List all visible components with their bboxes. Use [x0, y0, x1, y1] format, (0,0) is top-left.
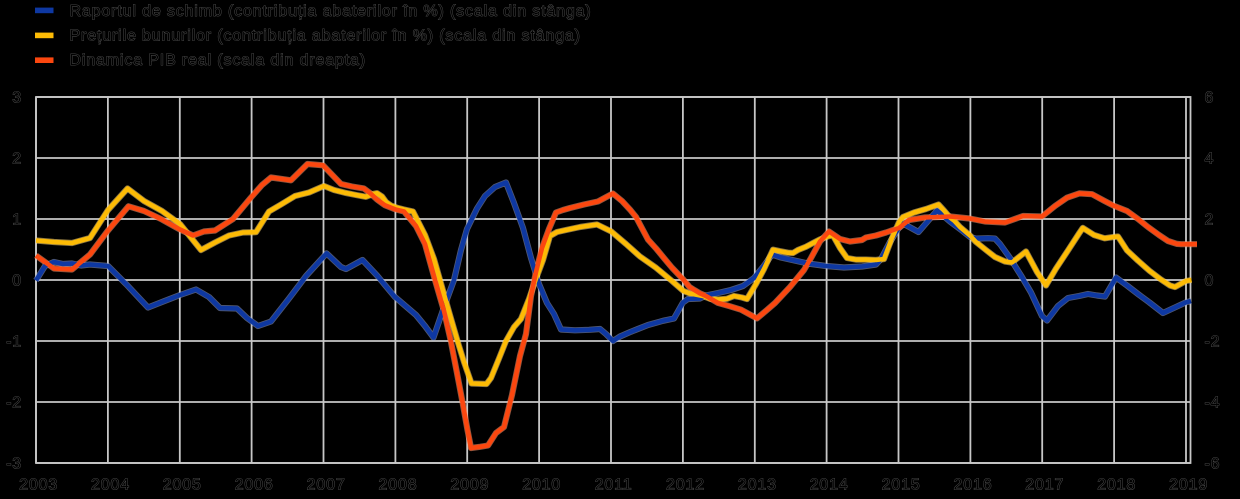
svg-text:2015: 2015 — [882, 477, 921, 494]
svg-text:2: 2 — [12, 151, 22, 168]
svg-text:2012: 2012 — [666, 477, 705, 494]
svg-text:2014: 2014 — [810, 477, 849, 494]
svg-text:2017: 2017 — [1025, 477, 1064, 494]
svg-text:2005: 2005 — [163, 477, 202, 494]
svg-text:2016: 2016 — [954, 477, 993, 494]
svg-text:4: 4 — [1205, 151, 1215, 168]
svg-text:0: 0 — [1205, 273, 1215, 290]
svg-text:-6: -6 — [1205, 456, 1221, 473]
svg-text:2011: 2011 — [595, 477, 633, 494]
svg-text:1: 1 — [12, 212, 22, 229]
svg-text:2009: 2009 — [450, 477, 489, 494]
svg-text:2010: 2010 — [522, 477, 561, 494]
svg-text:2018: 2018 — [1097, 477, 1136, 494]
svg-text:-2: -2 — [6, 395, 22, 412]
svg-text:2008: 2008 — [379, 477, 418, 494]
svg-text:2006: 2006 — [235, 477, 274, 494]
svg-text:-3: -3 — [6, 456, 22, 473]
svg-text:2007: 2007 — [307, 477, 346, 494]
svg-text:0: 0 — [12, 273, 22, 290]
svg-text:-4: -4 — [1205, 395, 1221, 412]
svg-text:Prețurile bunurilor (contribuț: Prețurile bunurilor (contribuția abateri… — [70, 27, 581, 44]
svg-text:2019: 2019 — [1169, 477, 1208, 494]
svg-text:-2: -2 — [1205, 334, 1221, 351]
svg-text:6: 6 — [1205, 90, 1215, 107]
svg-text:Raportul de schimb (contribuți: Raportul de schimb (contribuția abateril… — [70, 3, 592, 20]
svg-text:2013: 2013 — [738, 477, 777, 494]
svg-text:2: 2 — [1205, 212, 1215, 229]
svg-text:2003: 2003 — [19, 477, 58, 494]
svg-text:Dinamica PIB real (scala din d: Dinamica PIB real (scala din dreapta) — [70, 52, 366, 69]
svg-text:2004: 2004 — [91, 477, 130, 494]
svg-text:3: 3 — [12, 90, 22, 107]
svg-text:-1: -1 — [6, 334, 22, 351]
